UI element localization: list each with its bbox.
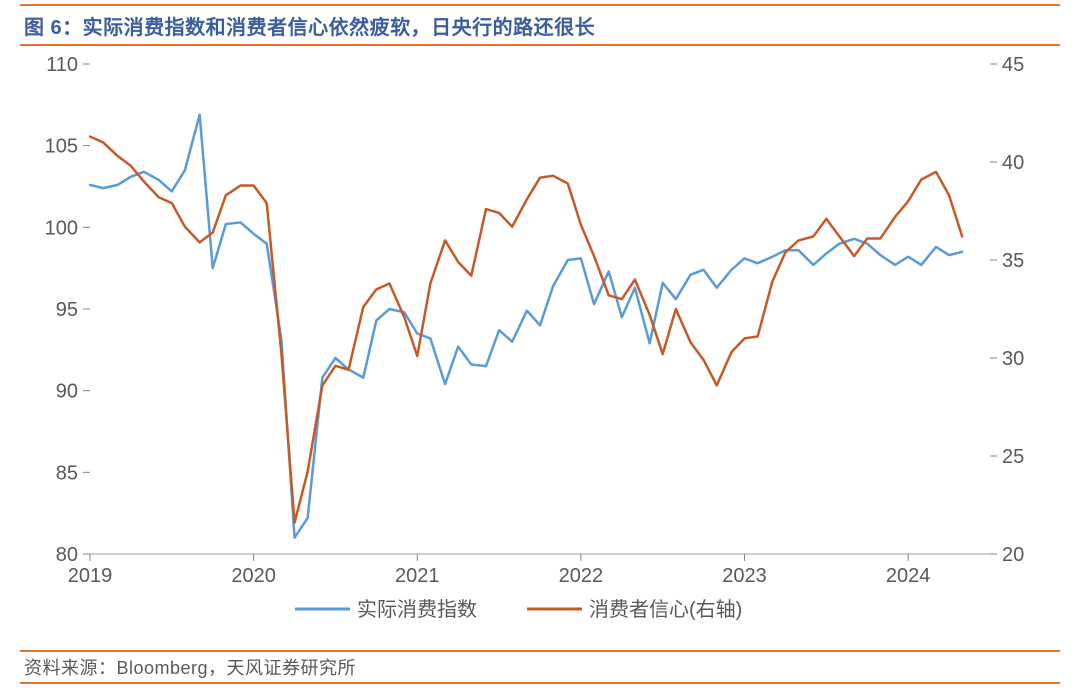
x-label: 2021 [395,565,440,587]
y-left-label: 85 [56,462,78,484]
y-right-label: 40 [1002,152,1024,174]
dual-axis-line-chart: 80 85 90 95 100 105 110 20 25 30 35 40 45 2019 2020 202… [0,44,1080,644]
y-right-label: 20 [1002,544,1024,566]
x-label: 2022 [559,565,604,587]
y-right-label: 25 [1002,446,1024,468]
y-left-label: 95 [56,299,78,321]
series-line-1 [90,137,962,523]
y-right-label: 35 [1002,250,1024,272]
y-right-label: 45 [1002,54,1024,76]
series-line-0 [90,115,962,538]
source-text: 资料来源：Bloomberg，天风证券研究所 [24,654,356,680]
y-left-label: 105 [45,136,78,158]
x-label: 2019 [68,565,113,587]
y-left-label: 80 [56,544,78,566]
title-bar: 图 6：实际消费指数和消费者信心依然疲软，日央行的路还很长 [20,4,1060,46]
chart-title: 图 6：实际消费指数和消费者信心依然疲软，日央行的路还很长 [24,11,595,40]
figure-container: 图 6：实际消费指数和消费者信心依然疲软，日央行的路还很长 80 85 90 95 10… [0,0,1080,690]
legend-label: 实际消费指数 [357,598,477,621]
y-right-label: 30 [1002,348,1024,370]
x-label: 2023 [722,565,767,587]
y-left-label: 90 [56,381,78,403]
x-label: 2024 [886,565,931,587]
x-label: 2020 [231,565,276,587]
legend-label: 消费者信心(右轴) [589,598,742,621]
source-bar: 资料来源：Bloomberg，天风证券研究所 [20,650,1060,684]
y-left-label: 110 [46,54,78,76]
y-left-label: 100 [45,217,78,239]
